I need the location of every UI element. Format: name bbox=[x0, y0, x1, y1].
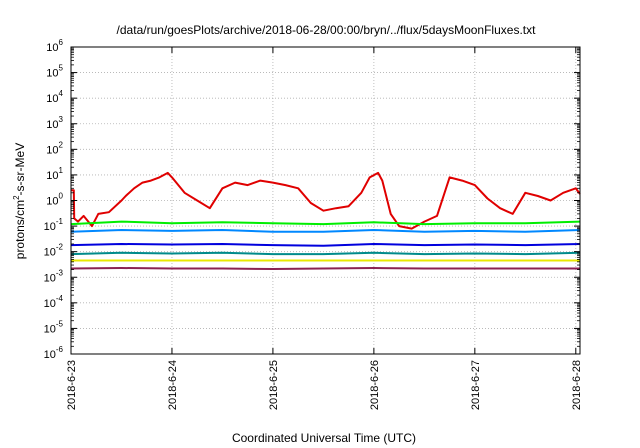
y-axis-title-sup: 2 bbox=[12, 195, 21, 200]
y-axis-title-main: protons/cm bbox=[13, 200, 27, 259]
y-tick-base: 10 bbox=[46, 119, 58, 131]
y-tick-exponent: 6 bbox=[59, 38, 64, 47]
series-layer bbox=[70, 171, 581, 270]
y-tick-label: 106 bbox=[46, 38, 63, 54]
series-line-1 bbox=[71, 171, 581, 230]
y-tick-exponent: -6 bbox=[56, 345, 64, 354]
y-tick-base: 10 bbox=[46, 93, 58, 105]
y-axis-title-rest: -s-sr-MeV bbox=[13, 143, 27, 196]
y-tick-exponent: -4 bbox=[56, 294, 64, 303]
y-tick-base: 10 bbox=[44, 349, 56, 361]
x-axis-title: Coordinated Universal Time (UTC) bbox=[232, 431, 416, 445]
y-tick-base: 10 bbox=[44, 247, 56, 259]
y-tick-label: 10-4 bbox=[44, 294, 64, 310]
y-tick-label: 105 bbox=[46, 64, 63, 80]
y-tick-label: 104 bbox=[46, 89, 63, 105]
series-line-2 bbox=[70, 220, 581, 226]
y-tick-label: 102 bbox=[46, 140, 63, 156]
y-tick-base: 10 bbox=[46, 68, 58, 80]
y-axis-title: protons/cm2-s-sr-MeV bbox=[12, 143, 27, 259]
y-tick-label: 10-1 bbox=[44, 217, 64, 233]
y-tick-exponent: 0 bbox=[59, 192, 64, 201]
y-tick-exponent: 4 bbox=[59, 89, 64, 98]
y-tick-exponent: 3 bbox=[59, 115, 64, 124]
y-tick-label: 10-5 bbox=[44, 319, 64, 335]
x-tick-label: 2018-6-24 bbox=[167, 360, 179, 410]
x-tick-labels: 2018-6-23 2018-6-24 2018-6-25 2018-6-26 2018… bbox=[66, 360, 583, 410]
series-line-5 bbox=[70, 251, 581, 256]
x-tick-label: 2018-6-25 bbox=[268, 360, 280, 410]
y-tick-base: 10 bbox=[44, 298, 56, 310]
x-tick-label: 2018-6-26 bbox=[369, 360, 381, 410]
y-tick-label: 103 bbox=[46, 115, 63, 131]
grid bbox=[71, 47, 580, 354]
x-tick-label: 2018-6-23 bbox=[66, 360, 78, 410]
x-tick-label: 2018-6-28 bbox=[571, 360, 583, 410]
y-tick-base: 10 bbox=[44, 221, 56, 233]
y-tick-label: 10-3 bbox=[44, 268, 64, 284]
series-line-4 bbox=[70, 243, 581, 247]
y-tick-base: 10 bbox=[46, 170, 58, 182]
y-tick-label: 10-6 bbox=[44, 345, 64, 361]
y-tick-labels: 10-610-510-410-310-210-11001011021031041… bbox=[44, 38, 64, 361]
y-tick-base: 10 bbox=[46, 196, 58, 208]
y-tick-base: 10 bbox=[46, 144, 58, 156]
y-tick-exponent: 2 bbox=[59, 140, 64, 149]
y-tick-exponent: -1 bbox=[56, 217, 64, 226]
y-tick-exponent: -2 bbox=[56, 243, 64, 252]
y-tick-label: 100 bbox=[46, 192, 63, 208]
y-tick-base: 10 bbox=[44, 272, 56, 284]
x-tick-label: 2018-6-27 bbox=[470, 360, 482, 410]
series-line-7 bbox=[70, 267, 580, 270]
y-tick-exponent: 5 bbox=[59, 64, 64, 73]
y-tick-base: 10 bbox=[46, 42, 58, 54]
chart-title: /data/run/goesPlots/archive/2018-06-28/0… bbox=[117, 23, 537, 37]
y-tick-base: 10 bbox=[44, 323, 56, 335]
series-line-3 bbox=[70, 229, 581, 233]
y-tick-label: 10-2 bbox=[44, 243, 64, 259]
y-tick-exponent: -3 bbox=[56, 268, 64, 277]
tick-marks bbox=[70, 46, 580, 355]
y-tick-exponent: -5 bbox=[56, 319, 64, 328]
y-tick-exponent: 1 bbox=[59, 166, 64, 175]
y-tick-label: 101 bbox=[46, 166, 63, 182]
